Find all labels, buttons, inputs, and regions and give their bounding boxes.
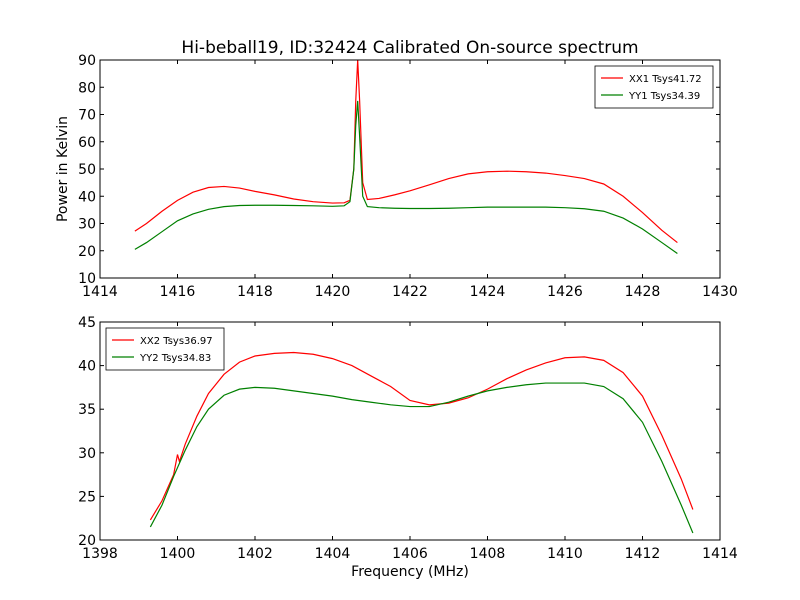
legend-label: YY1 Tsys34.39	[628, 91, 700, 102]
x-tick-label: 1424	[470, 284, 506, 300]
top-chart-panel: 1414 1416 1418 1420 1422 1424 1426 1428 1430 10 20…	[55, 53, 738, 300]
y-tick-label: 35	[78, 402, 96, 418]
y-tick-label: 90	[78, 53, 96, 69]
x-tick-label: 1406	[392, 546, 428, 562]
y-tick-label: 50	[78, 162, 96, 178]
legend: XX2 Tsys36.97 YY2 Tsys34.83	[105, 327, 225, 371]
y-tick-label: 45	[78, 315, 96, 331]
legend: XX1 Tsys41.72 YY1 Tsys34.39	[594, 65, 714, 109]
x-tick-label: 1398	[82, 546, 118, 562]
y-tick-label: 60	[78, 135, 96, 151]
y-tick-label: 20	[78, 533, 96, 549]
figure-title: Hi-beball19, ID:32424 Calibrated On-sour…	[181, 38, 638, 58]
y-tick-label: 70	[78, 108, 96, 124]
x-tick-label: 1402	[237, 546, 273, 562]
x-tick-label: 1404	[315, 546, 351, 562]
x-tick-label: 1414	[702, 546, 738, 562]
y-tick-label: 25	[78, 489, 96, 505]
y-tick-label: 30	[78, 217, 96, 233]
legend-box	[105, 327, 225, 371]
x-tick-label: 1410	[547, 546, 583, 562]
y-tick-label: 10	[78, 271, 96, 287]
x-tick-label: 1416	[160, 284, 196, 300]
x-tick-label: 1400	[160, 546, 196, 562]
series-line-1	[149, 351, 694, 521]
y-tick-label: 80	[78, 80, 96, 96]
series-line-1	[134, 60, 678, 244]
y-tick-label: 40	[78, 359, 96, 375]
x-tick-label: 1412	[625, 546, 661, 562]
series-line-2	[134, 100, 678, 254]
x-tick-label: 1426	[547, 284, 583, 300]
legend-label: YY2 Tsys34.83	[139, 353, 211, 364]
y-axis-title: Power in Kelvin	[55, 116, 71, 222]
x-tick-label: 1420	[315, 284, 351, 300]
legend-label: XX1 Tsys41.72	[629, 74, 702, 85]
y-tick-label: 20	[78, 244, 96, 260]
x-tick-label: 1418	[237, 284, 273, 300]
series-line-2	[149, 382, 694, 534]
x-tick-label: 1408	[470, 546, 506, 562]
x-tick-label: 1422	[392, 284, 428, 300]
x-tick-label: 1428	[625, 284, 661, 300]
x-tick-label: 1430	[702, 284, 738, 300]
bottom-chart-panel: 1398 1400 1402 1404 1406 1408 1410 1412 1414 20 25…	[78, 315, 738, 580]
y-tick-label: 30	[78, 446, 96, 462]
y-tick-label: 40	[78, 189, 96, 205]
legend-box	[594, 65, 714, 109]
x-axis-title: Frequency (MHz)	[351, 564, 469, 580]
x-tick-label: 1414	[82, 284, 118, 300]
legend-label: XX2 Tsys36.97	[140, 336, 213, 347]
